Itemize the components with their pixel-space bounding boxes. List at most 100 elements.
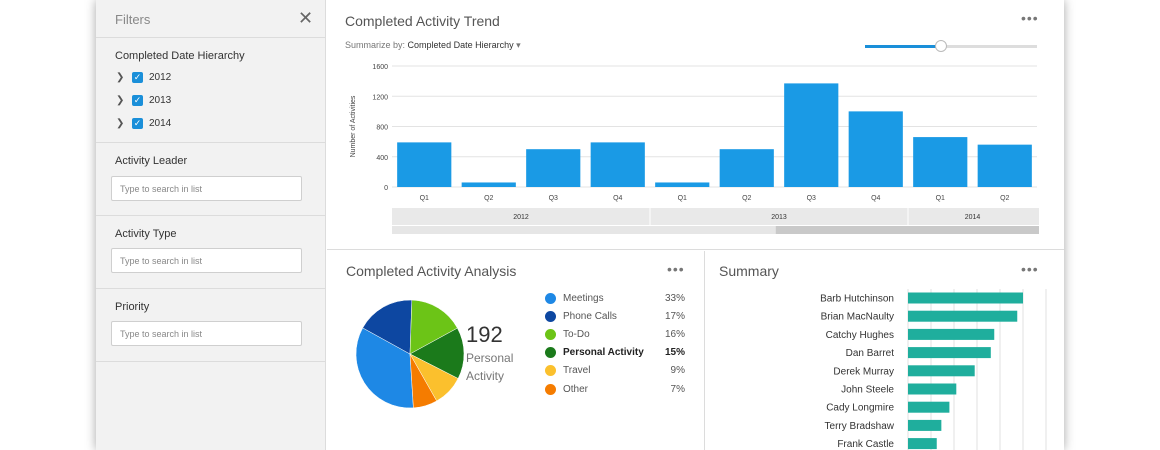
bar bbox=[908, 310, 1018, 322]
more-options-icon[interactable]: ••• bbox=[1021, 261, 1039, 277]
filters-sidebar: Filters ✕ Completed Date Hierarchy ❯ ✓ 2… bbox=[96, 0, 326, 450]
x-tick-label: Q4 bbox=[613, 195, 622, 202]
more-options-icon[interactable]: ••• bbox=[667, 261, 685, 277]
bar bbox=[908, 401, 950, 413]
priority-filter: Priority bbox=[96, 289, 325, 362]
caret-down-icon: ▾ bbox=[516, 40, 521, 50]
category-label: Catchy Hughes bbox=[826, 330, 894, 341]
tree-item-2012[interactable]: ❯ ✓ 2012 bbox=[116, 70, 171, 84]
legend-percent: 7% bbox=[670, 383, 685, 395]
x-tick-label: Q2 bbox=[484, 195, 493, 202]
pie-slice bbox=[355, 327, 414, 409]
bar bbox=[908, 438, 937, 450]
summarize-by-value: Completed Date Hierarchy bbox=[407, 40, 514, 50]
pie-slice bbox=[409, 353, 437, 409]
legend-percent: 33% bbox=[664, 292, 685, 304]
legend-percent: 15% bbox=[664, 347, 685, 359]
legend-percent: 9% bbox=[670, 365, 685, 377]
zoom-slider-handle[interactable] bbox=[934, 40, 947, 52]
checkbox-2014[interactable]: ✓ bbox=[132, 117, 143, 129]
summary-panel: Summary ••• Barb Hutchinson Brian MacNaul… bbox=[706, 251, 1064, 450]
legend-label: Personal Activity bbox=[563, 347, 644, 359]
legend-percent: 16% bbox=[664, 328, 685, 340]
tree-item-2013[interactable]: ❯ ✓ 2013 bbox=[116, 93, 171, 107]
bar bbox=[913, 137, 968, 187]
chevron-right-icon[interactable]: ❯ bbox=[116, 117, 125, 129]
scroll-thumb bbox=[775, 226, 1039, 234]
pie-slice bbox=[409, 299, 458, 355]
summarize-by-label: Summarize by: bbox=[345, 40, 406, 50]
bar bbox=[908, 328, 995, 340]
bar bbox=[397, 142, 452, 187]
priority-search-input[interactable] bbox=[111, 321, 302, 346]
activity-leader-search-input[interactable] bbox=[111, 176, 302, 201]
legend-label: To-Do bbox=[563, 328, 590, 340]
zoom-slider[interactable] bbox=[865, 40, 1037, 52]
analysis-title: Completed Activity Analysis bbox=[346, 263, 517, 279]
legend-dot-icon bbox=[545, 328, 556, 340]
year-label: 2012 bbox=[513, 214, 529, 221]
trend-chart: 0 400 800 1200 1600 Number of Activities Q1 Q2 Q… bbox=[350, 64, 1039, 234]
activity-pie-chart bbox=[355, 299, 465, 409]
more-options-icon[interactable]: ••• bbox=[1021, 10, 1039, 26]
legend-item[interactable]: Personal Activity 15% bbox=[545, 346, 685, 360]
legend-label: Meetings bbox=[563, 292, 604, 304]
legend-dot-icon bbox=[545, 347, 556, 359]
activity-leader-label: Activity Leader bbox=[115, 155, 188, 167]
dashboard-window: Filters ✕ Completed Date Hierarchy ❯ ✓ 2… bbox=[96, 0, 1064, 450]
tree-item-label: 2012 bbox=[149, 71, 172, 83]
chevron-right-icon[interactable]: ❯ bbox=[116, 94, 125, 106]
date-hierarchy-filter: Completed Date Hierarchy ❯ ✓ 2012 ❯ ✓ 20… bbox=[96, 38, 325, 143]
kpi-label: Personal Activity bbox=[466, 351, 514, 383]
bar bbox=[977, 144, 1032, 187]
close-icon[interactable]: ✕ bbox=[298, 8, 314, 28]
x-tick-label: Q3 bbox=[807, 195, 816, 202]
legend-dot-icon bbox=[545, 383, 556, 395]
legend-item[interactable]: Phone Calls 17% bbox=[545, 309, 685, 323]
priority-label: Priority bbox=[115, 301, 150, 313]
date-hierarchy-label: Completed Date Hierarchy bbox=[115, 50, 245, 62]
bar bbox=[908, 383, 957, 395]
legend-item[interactable]: Travel 9% bbox=[545, 364, 685, 378]
trend-title: Completed Activity Trend bbox=[345, 13, 500, 29]
bar bbox=[526, 149, 581, 187]
activity-type-filter: Activity Type bbox=[96, 216, 325, 289]
category-label: Dan Barret bbox=[846, 348, 895, 359]
checkbox-2013[interactable]: ✓ bbox=[132, 94, 143, 106]
activity-trend-panel: Completed Activity Trend ••• Summarize b… bbox=[327, 0, 1064, 250]
activity-type-search-input[interactable] bbox=[111, 248, 302, 273]
legend-item[interactable]: Meetings 33% bbox=[545, 291, 685, 305]
pie-slice bbox=[362, 299, 413, 355]
y-tick-label: 400 bbox=[376, 155, 388, 162]
summary-bar-chart: Barb Hutchinson Brian MacNaulty Catchy Hug… bbox=[820, 289, 1047, 450]
bar bbox=[461, 182, 516, 187]
activity-type-label: Activity Type bbox=[115, 228, 177, 240]
y-tick-label: 800 bbox=[376, 125, 388, 132]
category-label: Cady Longmire bbox=[826, 403, 894, 414]
bar bbox=[908, 365, 975, 377]
y-tick-label: 0 bbox=[384, 185, 388, 192]
category-label: Frank Castle bbox=[837, 439, 894, 450]
category-label: John Steele bbox=[841, 385, 894, 396]
legend-dot-icon bbox=[545, 365, 556, 377]
bar bbox=[784, 83, 839, 187]
legend-label: Other bbox=[563, 383, 589, 395]
tree-item-label: 2013 bbox=[149, 94, 172, 106]
legend-label: Phone Calls bbox=[563, 310, 617, 322]
category-label: Terry Bradshaw bbox=[825, 421, 895, 432]
checkbox-2012[interactable]: ✓ bbox=[132, 71, 143, 83]
chevron-right-icon[interactable]: ❯ bbox=[116, 71, 125, 83]
activity-leader-filter: Activity Leader bbox=[96, 143, 325, 216]
pie-slice bbox=[409, 327, 465, 379]
summarize-by-dropdown[interactable]: Summarize by: Completed Date Hierarchy ▾ bbox=[345, 40, 521, 51]
x-tick-label: Q2 bbox=[1000, 195, 1009, 202]
x-tick-label: Q1 bbox=[420, 195, 429, 202]
legend-item[interactable]: Other 7% bbox=[545, 382, 685, 396]
legend-item[interactable]: To-Do 16% bbox=[545, 327, 685, 341]
tree-item-2014[interactable]: ❯ ✓ 2014 bbox=[116, 116, 171, 130]
category-label: Derek Murray bbox=[833, 366, 894, 377]
zoom-slider-fill bbox=[865, 45, 941, 48]
year-label: 2014 bbox=[965, 214, 981, 221]
x-tick-label: Q2 bbox=[742, 195, 751, 202]
bar bbox=[848, 111, 903, 187]
